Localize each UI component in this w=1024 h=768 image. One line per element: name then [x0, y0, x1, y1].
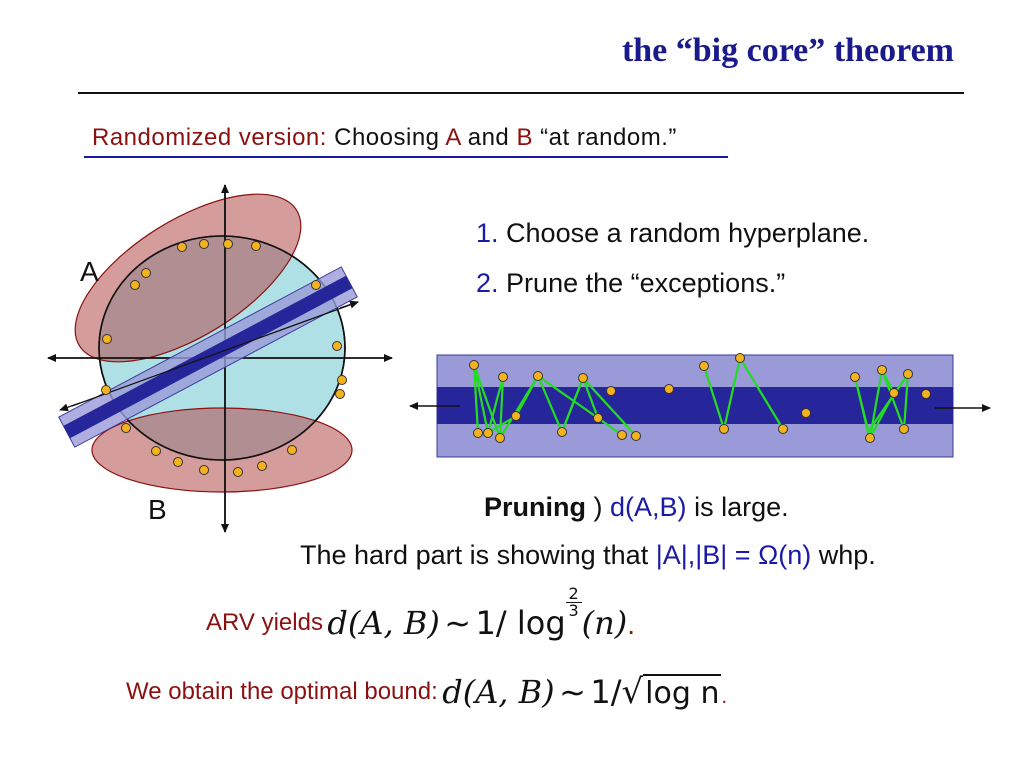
optimal-label: We obtain the optimal bound: — [126, 678, 438, 705]
hard-part-before: The hard part is showing that — [300, 540, 649, 570]
subtitle-line: Randomized version: Choosing A and B “at… — [92, 124, 677, 152]
subtitle-text-after: “at random.” — [540, 124, 677, 151]
step-2-text: Prune the “exceptions.” — [506, 268, 786, 298]
arv-exp-num: 2 — [565, 586, 582, 603]
arv-period: . — [627, 609, 635, 640]
sqrt-symbol: √ — [621, 672, 644, 712]
arv-exp-den: 3 — [568, 601, 579, 620]
pruning-dist: d(A,B) — [610, 492, 687, 522]
pruning-line: Pruning ) d(A,B) is large. — [484, 492, 789, 523]
optimal-period: . — [721, 686, 728, 708]
arv-arg: (n) — [581, 604, 628, 642]
pruning-rest: is large. — [694, 492, 789, 522]
strip-points — [469, 353, 931, 443]
implies-symbol: ) — [593, 492, 603, 522]
step-1-text: Choose a random hyperplane. — [506, 218, 870, 248]
subtitle-underline — [84, 156, 728, 158]
sqrt-content: log n — [643, 674, 722, 711]
label-a: A — [80, 256, 99, 287]
subtitle-set-a: A — [445, 124, 461, 151]
arv-label: ARV yields — [206, 609, 323, 636]
optimal-tilde: ∼ — [559, 673, 586, 711]
label-b: B — [148, 494, 167, 525]
cap-a — [74, 193, 302, 363]
arv-line: ARV yields d(A, B) ∼ 1/ log 2 3 (n). — [206, 586, 635, 664]
subtitle-set-b: B — [516, 124, 533, 151]
hard-part-line: The hard part is showing that |A|,|B| = … — [300, 540, 876, 571]
step-2-number: 2. — [476, 268, 499, 298]
cap-b — [91, 407, 353, 493]
subtitle-text-before: Choosing — [334, 124, 440, 151]
arv-formula-right: 1/ log — [475, 604, 566, 642]
optimal-formula-left: d(A, B) — [442, 673, 555, 711]
step-1: 1. Choose a random hyperplane. — [476, 218, 869, 249]
step-1-number: 1. — [476, 218, 499, 248]
sphere-outline — [98, 235, 346, 461]
hard-part-expr: |A|,|B| = Ω(n) — [655, 540, 812, 570]
step-2: 2. Prune the “exceptions.” — [476, 268, 785, 299]
arv-tilde: ∼ — [444, 604, 472, 642]
arv-formula-left: d(A, B) — [327, 604, 440, 642]
title-divider — [78, 92, 964, 94]
sphere-points — [101, 239, 347, 477]
subtitle-label: Randomized version: — [92, 124, 327, 151]
subtitle-and: and — [467, 124, 510, 151]
exception-edges — [472, 355, 910, 439]
optimal-line: We obtain the optimal bound: d(A, B) ∼ 1… — [126, 672, 727, 732]
hard-part-after: whp. — [818, 540, 876, 570]
pruning-word: Pruning — [484, 492, 586, 522]
slide-title: the “big core” theorem — [621, 32, 954, 69]
optimal-formula-right: 1/ — [590, 673, 622, 711]
